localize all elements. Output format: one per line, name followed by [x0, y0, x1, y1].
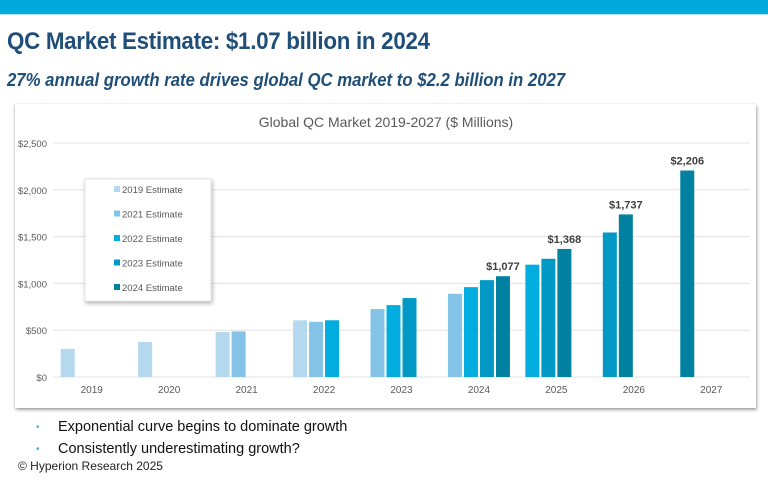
bar-2024-2024-estimate — [495, 276, 510, 377]
legend-label: 2023 Estimate — [122, 259, 183, 270]
legend-swatch-icon — [114, 259, 120, 266]
bar-2025-2023-estimate — [541, 258, 556, 377]
bullet-dot-icon: • — [36, 421, 40, 433]
x-tick-label: 2020 — [158, 385, 181, 396]
x-tick-label: 2025 — [545, 385, 568, 396]
chart-title: Global QC Market 2019-2027 ($ Millions) — [259, 114, 513, 130]
x-tick-label: 2026 — [623, 385, 646, 396]
data-label: $1,737 — [609, 199, 643, 211]
y-tick-label: $500 — [26, 326, 47, 337]
legend-label: 2021 Estimate — [122, 210, 183, 221]
legend-swatch-icon — [114, 210, 120, 217]
bar-2026-2024-estimate — [618, 214, 633, 377]
data-label: $1,368 — [548, 234, 582, 246]
legend-label: 2022 Estimate — [122, 234, 183, 245]
bar-2025-2024-estimate — [557, 248, 572, 377]
bar-2024-2022-estimate — [463, 287, 478, 377]
bar-2019-2019-estimate — [60, 348, 75, 377]
bullet-item: • Consistently underestimating growth? — [36, 438, 347, 460]
x-tick-label: 2024 — [468, 385, 491, 396]
legend-label: 2024 Estimate — [122, 283, 183, 294]
y-tick-label: $2,000 — [18, 186, 47, 197]
bar-2021-2021-estimate — [231, 331, 246, 377]
legend-box — [84, 178, 212, 302]
chart-frame: Global QC Market 2019-2027 ($ Millions) … — [15, 104, 756, 408]
bullet-text: Exponential curve begins to dominate gro… — [58, 419, 348, 435]
page-subtitle: 27% annual growth rate drives global QC … — [7, 70, 566, 90]
bar-2025-2022-estimate — [525, 264, 540, 377]
bar-2024-2023-estimate — [479, 280, 494, 377]
bar-2022-2021-estimate — [309, 321, 324, 377]
bar-2022-2022-estimate — [325, 320, 340, 377]
data-label: $2,206 — [670, 156, 704, 168]
bullet-item: • Exponential curve begins to dominate g… — [36, 416, 347, 438]
copyright-footer: © Hyperion Research 2025 — [18, 459, 163, 473]
bar-2024-2021-estimate — [447, 293, 462, 377]
x-tick-label: 2022 — [313, 385, 336, 396]
data-label: $1,077 — [486, 261, 520, 273]
bar-2027-2024-estimate — [680, 170, 695, 377]
bar-2023-2022-estimate — [386, 305, 401, 377]
bullet-list: • Exponential curve begins to dominate g… — [36, 416, 347, 460]
bar-2021-2019-estimate — [215, 332, 230, 377]
legend-label: 2019 Estimate — [122, 185, 183, 196]
x-tick-label: 2021 — [235, 385, 258, 396]
bar-2023-2021-estimate — [370, 309, 385, 377]
y-tick-label: $1,500 — [18, 233, 47, 244]
legend-swatch-icon — [114, 186, 120, 192]
bullet-dot-icon: • — [36, 443, 40, 455]
bar-2026-2023-estimate — [602, 232, 617, 377]
y-tick-label: $2,500 — [18, 139, 47, 150]
x-tick-label: 2019 — [81, 385, 104, 396]
legend-swatch-icon — [114, 284, 120, 290]
top-accent-bar — [0, 0, 768, 15]
page-title: QC Market Estimate: $1.07 billion in 202… — [7, 28, 430, 55]
y-tick-label: $1,000 — [18, 279, 47, 290]
y-tick-label: $0 — [36, 373, 47, 384]
x-tick-label: 2023 — [390, 385, 413, 396]
bar-chart: Global QC Market 2019-2027 ($ Millions) … — [18, 114, 750, 396]
bar-2022-2019-estimate — [293, 320, 308, 377]
bullet-text: Consistently underestimating growth? — [58, 441, 300, 457]
bar-2020-2019-estimate — [138, 341, 153, 377]
bar-2023-2023-estimate — [402, 298, 417, 377]
legend-swatch-icon — [114, 235, 120, 241]
x-tick-label: 2027 — [700, 385, 723, 396]
